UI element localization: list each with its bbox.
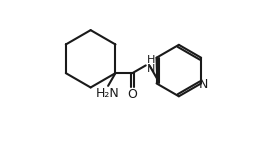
Text: N: N [199,78,209,91]
Text: H
N: H N [146,55,155,74]
Text: O: O [127,88,137,101]
Text: H₂N: H₂N [95,87,119,100]
